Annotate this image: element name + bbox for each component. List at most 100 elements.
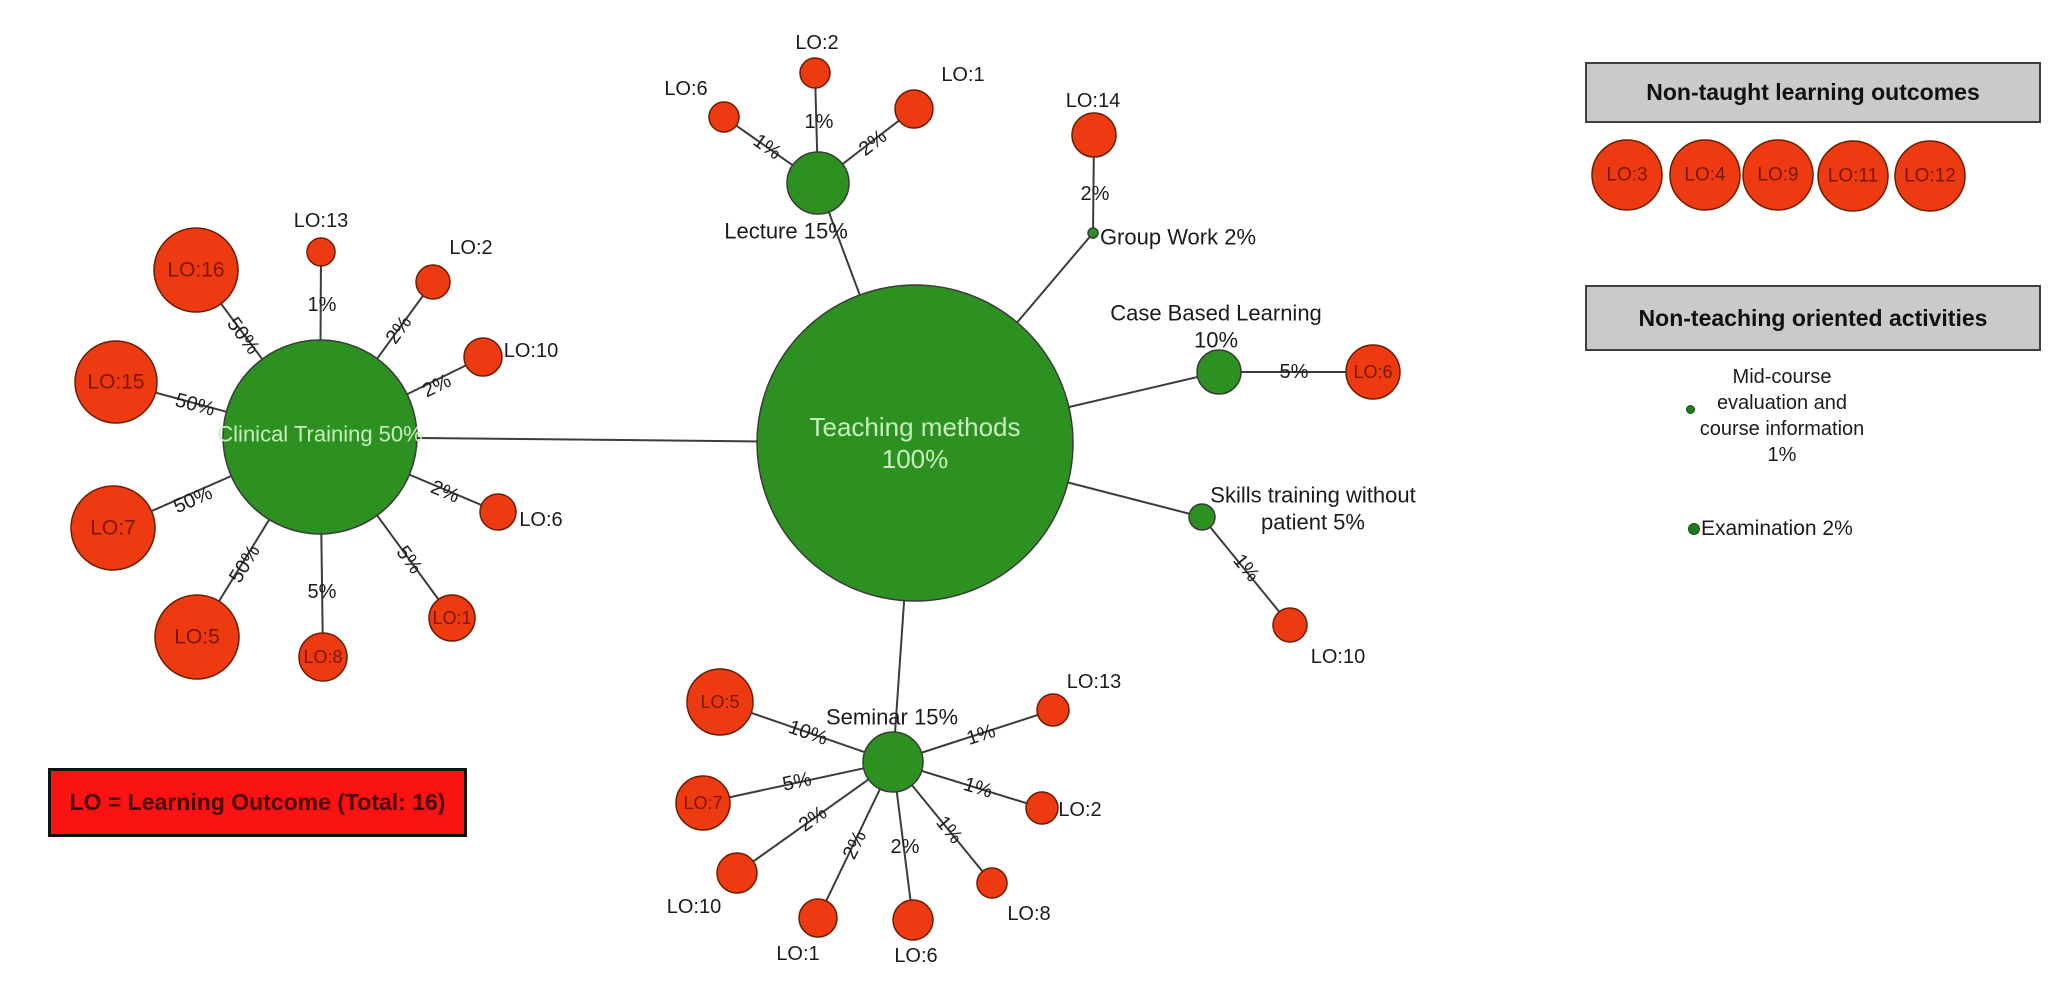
- node-lo-2: [415, 264, 451, 300]
- nodes: [70, 57, 1966, 941]
- node-lo-2-label: LO:2: [795, 32, 838, 54]
- node-label-case-based-learning: Case Based Learning: [1110, 301, 1322, 326]
- examination-dot-icon: [1688, 523, 1700, 535]
- legend-midcourse-entry: Mid-course evaluation and course informa…: [1650, 364, 1914, 468]
- edge-skills-training-lo-10: [1201, 516, 1291, 626]
- edge-pct-label: 2%: [839, 827, 871, 863]
- node-lo-14-label: LO:14: [1066, 90, 1120, 112]
- node-lo-6: [892, 899, 934, 941]
- node-lo-7-label: LO:7: [90, 517, 136, 540]
- node-lo-6-label: LO:6: [1353, 362, 1392, 382]
- node-lo-8-label: LO:8: [1007, 903, 1050, 925]
- node-group-work: [1087, 227, 1099, 239]
- node-seminar: [862, 731, 924, 793]
- node-lo-10-label: LO:10: [667, 896, 721, 918]
- legend-midcourse-line-2: evaluation and: [1716, 392, 1848, 414]
- legend-examination-entry: Examination 2%: [1701, 517, 1853, 541]
- midcourse-dot-icon: [1686, 405, 1695, 414]
- node-lo-2: [1025, 791, 1059, 825]
- edge-pct-label: 5%: [1280, 361, 1309, 383]
- legend-midcourse-line-3: course information: [1699, 418, 1865, 440]
- edge-pct-label: 5%: [781, 768, 814, 796]
- node-lo-13: [1036, 693, 1070, 727]
- legend-activities-header: Non-teaching oriented activities: [1585, 285, 2041, 351]
- node-lo-15-label: LO:15: [87, 371, 144, 394]
- edge-pct-label: 50%: [225, 541, 265, 587]
- node-lo-5-label: LO:5: [700, 692, 739, 712]
- legend-node-lo-9-label: LO:9: [1757, 165, 1798, 186]
- node-label-lecture: Lecture 15%: [724, 219, 848, 244]
- node-clinical-training: [222, 339, 418, 535]
- node-lo-1-label: LO:1: [776, 943, 819, 965]
- node-lo-15: [74, 340, 158, 424]
- legend-node-lo-12: [1894, 140, 1966, 212]
- node-label-group-work: Group Work 2%: [1100, 225, 1256, 250]
- node-lo-2-label: LO:2: [449, 237, 492, 259]
- node-case-based-learning: [1196, 349, 1242, 395]
- node-lecture: [786, 151, 850, 215]
- edge-pct-label: 5%: [392, 542, 427, 578]
- node-label-teaching-methods: Teaching methods: [809, 412, 1020, 442]
- node-lo-13: [306, 237, 336, 267]
- node-lo-10: [1272, 607, 1308, 643]
- legend-non-taught-title: Non-taught learning outcomes: [1646, 79, 1980, 105]
- node-label-case-based-learning: 10%: [1194, 328, 1238, 353]
- node-lo-8: [976, 867, 1008, 899]
- node-lo-14: [1071, 112, 1117, 158]
- node-lo-16-label: LO:16: [167, 259, 224, 282]
- node-lo-6: [479, 493, 517, 531]
- legend-node-lo-12-label: LO:12: [1904, 166, 1956, 187]
- lo-key-label: LO = Learning Outcome (Total: 16): [69, 789, 446, 815]
- edge-pct-label: 2%: [891, 836, 920, 858]
- node-lo-1-label: LO:1: [941, 64, 984, 86]
- legend-activities-title: Non-teaching oriented activities: [1638, 304, 1988, 331]
- node-lo-8: [298, 632, 348, 682]
- node-label-seminar: Seminar 15%: [826, 705, 958, 730]
- node-lo-5: [686, 668, 754, 736]
- node-label-teaching-methods: 100%: [882, 444, 949, 474]
- node-lo-6: [1345, 344, 1401, 400]
- node-lo-2: [799, 57, 831, 89]
- edge-pct-label: 1%: [961, 773, 995, 803]
- legend-node-lo-11: [1817, 140, 1889, 212]
- legend-node-lo-4: [1669, 139, 1741, 211]
- edge-pct-label: 50%: [170, 482, 216, 518]
- node-label-skills-training: patient 5%: [1261, 510, 1365, 535]
- node-lo-6-label: LO:6: [664, 78, 707, 100]
- node-lo-6: [708, 101, 740, 133]
- legend-examination-label: Examination 2%: [1701, 517, 1853, 540]
- node-lo-13-label: LO:13: [294, 210, 348, 232]
- legend-midcourse-line-4: 1%: [1767, 444, 1797, 466]
- node-lo-1: [428, 594, 476, 642]
- node-lo-5: [154, 594, 240, 680]
- node-teaching-methods: [756, 284, 1074, 602]
- node-lo-7: [675, 775, 731, 831]
- edge-pct-label: 1%: [749, 130, 785, 165]
- node-lo-7-label: LO:7: [683, 793, 722, 813]
- node-lo-6-label: LO:6: [519, 509, 562, 531]
- edge-pct-label: 2%: [1081, 183, 1110, 205]
- edge-pct-label: 2%: [427, 476, 462, 508]
- node-lo-1: [798, 898, 838, 938]
- lo-key-box: LO = Learning Outcome (Total: 16): [48, 768, 467, 837]
- edge-pct-label: 50%: [173, 389, 218, 421]
- node-lo-10-label: LO:10: [1311, 646, 1365, 668]
- node-lo-10: [463, 337, 503, 377]
- edge-seminar-lo-7: [702, 761, 894, 804]
- legend-node-lo-3: [1591, 139, 1663, 211]
- legend-node-lo-4-label: LO:4: [1684, 165, 1726, 186]
- node-lo-10-label: LO:10: [504, 340, 558, 362]
- node-lo-7: [70, 485, 156, 571]
- node-lo-8-label: LO:8: [303, 647, 342, 667]
- edge-pct-label: 1%: [805, 111, 834, 133]
- node-lo-5-label: LO:5: [174, 626, 220, 649]
- node-lo-2-label: LO:2: [1058, 799, 1101, 821]
- legend-node-lo-9: [1742, 139, 1814, 211]
- edge-seminar-lo-10: [736, 761, 894, 874]
- legend-node-lo-11-label: LO:11: [1828, 166, 1878, 187]
- edge-pct-label: 2%: [382, 312, 417, 348]
- edge-pct-label: 10%: [785, 716, 830, 750]
- node-label-clinical-training: Clinical Training 50%: [217, 422, 422, 447]
